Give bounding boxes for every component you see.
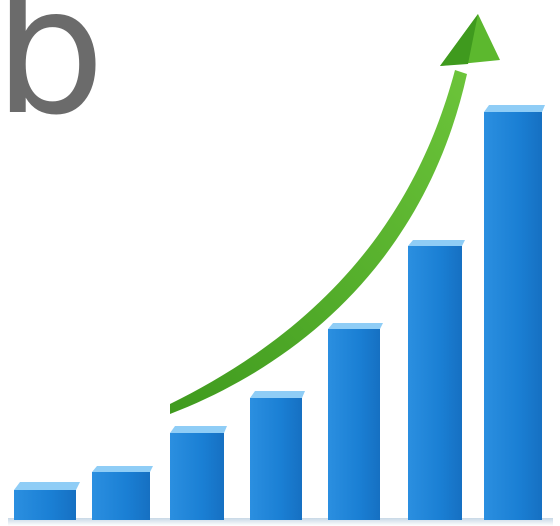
bar (92, 466, 153, 520)
bar (484, 105, 545, 520)
bar (328, 323, 383, 520)
bar (250, 391, 305, 520)
growth-arrow (170, 14, 500, 414)
bar (14, 482, 80, 520)
bars (14, 105, 545, 520)
bar (170, 426, 227, 520)
letter: b (0, 0, 105, 154)
bar (408, 240, 465, 520)
floor-shadow (8, 518, 553, 526)
